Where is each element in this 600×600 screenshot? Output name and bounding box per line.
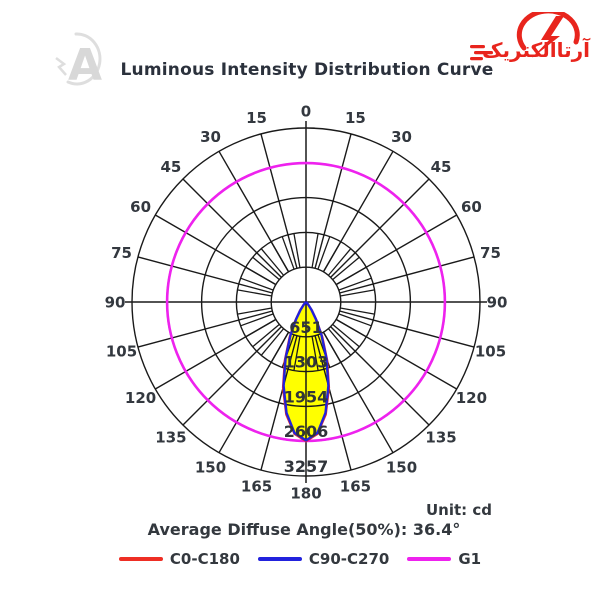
radial-tick-label: 3257 <box>284 457 329 476</box>
angle-label: 30 <box>200 128 221 146</box>
grid-spoke <box>322 331 394 454</box>
grid-fine-tick <box>332 323 360 348</box>
grid-spoke <box>154 318 277 390</box>
watermark-swoosh-icon: A <box>55 32 102 91</box>
angle-label: 135 <box>155 428 186 446</box>
watermark-letter: A <box>68 40 102 91</box>
speed-line-icon <box>474 51 493 55</box>
legend-label: G1 <box>458 550 482 568</box>
grid-fine-tick <box>252 323 280 348</box>
angle-label: 150 <box>195 459 226 477</box>
grid-fine-tick <box>237 307 272 315</box>
c90-c270-curve <box>282 300 330 442</box>
angle-label: 0 <box>301 102 311 120</box>
grid-spoke <box>335 318 458 390</box>
brand-logo: آرتاالکتریک <box>468 8 592 66</box>
grid-spoke <box>314 335 352 471</box>
grid-fine-tick <box>317 236 331 270</box>
angle-label: 165 <box>241 478 272 496</box>
legend-label: C90-C270 <box>308 550 390 568</box>
grid-spoke <box>322 150 394 273</box>
brand-text: آرتاالکتریک <box>482 37 591 62</box>
grid-fine-tick <box>240 277 274 291</box>
grid-fine-tick <box>327 248 352 276</box>
grid-fine-tick <box>340 307 375 315</box>
angle-label: 75 <box>111 244 132 262</box>
angle-label: 120 <box>456 389 487 407</box>
grid-fine-tick <box>293 233 301 268</box>
legend-item-c90-c270: C90-C270 <box>257 550 390 568</box>
radial-tick-label: 1954 <box>284 387 329 406</box>
grid-fine-tick <box>311 336 319 371</box>
unit-label: Unit: cd <box>425 501 492 519</box>
grid-fine-tick <box>260 248 285 276</box>
angle-label: 60 <box>130 198 151 216</box>
angle-label: 105 <box>106 343 137 361</box>
grid-spoke <box>339 310 475 348</box>
grid-fine-tick <box>260 328 285 356</box>
legend-swatch-icon <box>407 557 452 561</box>
angle-label: 180 <box>290 484 321 502</box>
radial-tick-label: 651 <box>289 318 322 337</box>
chart-legend: C0-C180 C90-C270 G1 <box>0 550 600 568</box>
grid-fine-tick <box>338 277 372 291</box>
angle-label: 150 <box>386 459 417 477</box>
grid-spoke <box>182 178 282 278</box>
grid-spoke <box>330 178 430 278</box>
watermark-logo: A <box>52 22 118 100</box>
angle-label: 75 <box>480 244 501 262</box>
angle-label: 15 <box>345 109 366 127</box>
grid-fine-tick <box>252 256 280 281</box>
angle-label: 30 <box>391 128 412 146</box>
grid-fine-tick <box>293 336 301 371</box>
grid-spoke <box>154 214 277 286</box>
average-diffuse-angle-label: Average Diffuse Angle(50%): 36.4° <box>147 520 461 539</box>
legend-label: C0-C180 <box>169 550 240 568</box>
legend-item-g1: G1 <box>407 550 481 568</box>
grid-fine-tick <box>240 313 274 327</box>
angle-label: 165 <box>340 478 371 496</box>
page-title: Luminous Intensity Distribution Curve <box>120 60 494 80</box>
grid-spoke <box>330 326 430 426</box>
brand-lightning-icon <box>532 16 564 58</box>
grid-spoke <box>339 256 475 294</box>
angle-label: 60 <box>461 198 482 216</box>
angle-label: 90 <box>487 293 508 311</box>
angle-label: 45 <box>161 158 182 176</box>
angle-label: 90 <box>105 293 126 311</box>
brand-logo-icon: آرتاالکتریک <box>470 8 591 62</box>
angle-label: 105 <box>475 343 506 361</box>
grid-spoke <box>182 326 282 426</box>
speed-line-icon <box>470 45 485 49</box>
speed-line-icon <box>470 57 483 61</box>
grid-spoke <box>260 335 298 471</box>
grid-spoke <box>137 310 273 348</box>
grid-fine-tick <box>332 256 360 281</box>
grid-spoke <box>335 214 458 286</box>
grid-fine-tick <box>311 233 319 268</box>
legend-item-c0-c180: C0-C180 <box>118 550 240 568</box>
grid-fine-tick <box>338 313 372 327</box>
angle-label: 15 <box>246 109 267 127</box>
grid-spoke <box>260 133 298 269</box>
brand-swoosh-icon <box>516 8 580 51</box>
radial-tick-label: 1303 <box>284 353 329 372</box>
angle-label: 120 <box>125 389 156 407</box>
radial-tick-label: 2606 <box>284 422 329 441</box>
grid-spoke <box>218 150 290 273</box>
grid-spoke <box>137 256 273 294</box>
angle-label: 135 <box>425 428 456 446</box>
grid-fine-tick <box>327 328 352 356</box>
grid-fine-tick <box>281 236 295 270</box>
angle-label: 45 <box>431 158 452 176</box>
legend-swatch-icon <box>257 557 302 561</box>
grid-fine-tick <box>340 289 375 297</box>
legend-swatch-icon <box>118 557 163 561</box>
grid-spoke <box>314 133 352 269</box>
grid-spoke <box>218 331 290 454</box>
grid-fine-tick <box>237 289 272 297</box>
